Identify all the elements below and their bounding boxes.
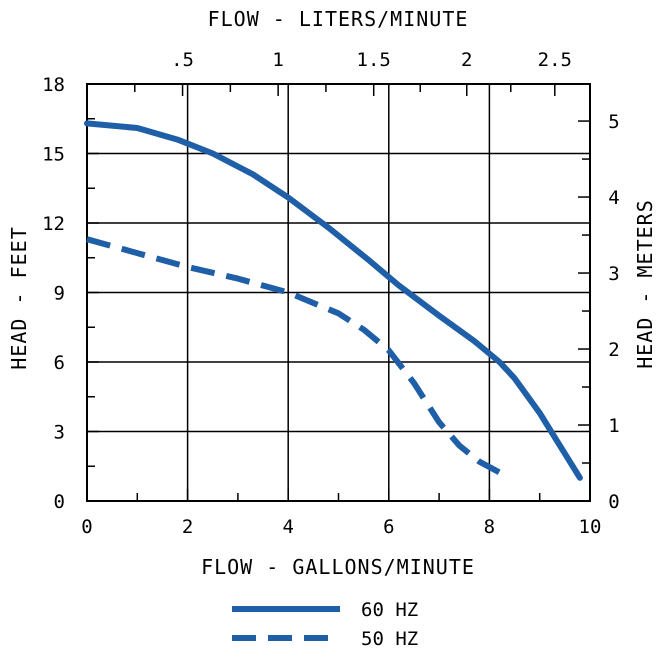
x-top-tick-label: 1 [272,49,283,71]
grid [87,84,590,501]
series-line-50hz [86,236,511,481]
y-left-tick-label: 9 [54,283,65,305]
y-right-tick-label: 5 [608,111,619,133]
x-top-tick-label: .5 [171,49,194,71]
y-left-tick-label: 3 [54,422,65,444]
y-left-tick-label: 15 [42,144,65,166]
y-left-axis-title: HEAD - FEET [7,226,31,369]
y-left-tick-label: 12 [42,213,65,235]
y-left-tick-label: 6 [54,352,65,374]
x-bottom-tick-label: 4 [282,516,293,538]
x-bottom-tick-label: 0 [81,516,92,538]
y-right-axis-title: HEAD - METERS [633,199,657,369]
x-bottom-tick-label: 6 [383,516,394,538]
y-right-tick-label: 2 [608,339,619,361]
y-right-tick-label: 1 [608,415,619,437]
x-bottom-tick-label: 2 [182,516,193,538]
x-top-tick-label: 2.5 [538,49,572,71]
y-left-tick-label: 18 [42,74,65,96]
y-right-tick-label: 3 [608,263,619,285]
x-bottom-tick-label: 8 [484,516,495,538]
legend-label-60hz: 60 HZ [361,599,418,621]
y-right-tick-label: 0 [608,491,619,513]
x-bottom-axis-title: FLOW - GALLONS/MINUTE [201,555,475,579]
x-top-axis-title: FLOW - LITERS/MINUTE [208,7,469,31]
ticks [86,83,591,502]
x-top-tick-label: 1.5 [357,49,391,71]
y-left-tick-label: 0 [54,491,65,513]
legend: 60 HZ 50 HZ [232,599,418,650]
series [84,120,583,481]
legend-label-50hz: 50 HZ [361,628,418,650]
y-right-tick-label: 4 [608,187,619,209]
x-bottom-tick-label: 10 [579,516,602,538]
series-line-60hz [84,120,583,481]
x-top-tick-label: 2 [461,49,472,71]
